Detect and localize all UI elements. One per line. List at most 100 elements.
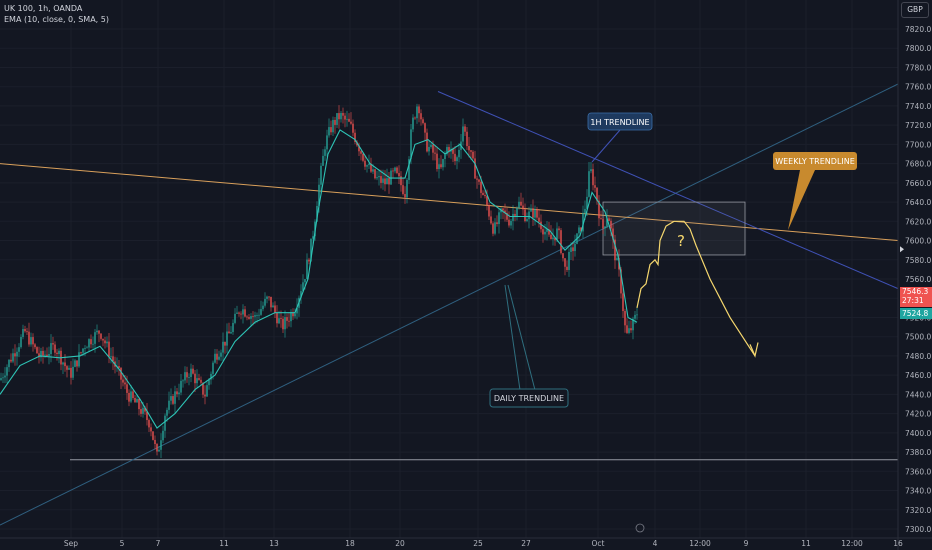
- candle-body: [34, 344, 36, 348]
- indicator-title[interactable]: EMA (10, close, 0, SMA, 5): [4, 15, 109, 24]
- candle-body: [420, 113, 422, 120]
- x-tick-label: Sep: [64, 539, 78, 548]
- candle-body: [152, 431, 154, 440]
- candle-body: [622, 293, 624, 312]
- candle-body: [38, 353, 40, 358]
- x-tick-label: 5: [120, 539, 125, 548]
- y-tick-label: 7300.0: [905, 525, 931, 534]
- candle-body: [344, 115, 346, 120]
- candle-body: [172, 396, 174, 404]
- candle-body: [218, 356, 220, 360]
- candle-body: [62, 362, 64, 365]
- y-tick-label: 7600.0: [905, 237, 931, 246]
- candle-body: [48, 354, 50, 357]
- candle-body: [364, 160, 366, 167]
- candle-body: [198, 378, 200, 380]
- candle-body: [160, 440, 162, 450]
- candle-body: [224, 341, 226, 346]
- candle-body: [306, 259, 308, 280]
- candle-body: [254, 315, 256, 317]
- candle-body: [312, 236, 314, 239]
- resistance-zone: [602, 201, 746, 256]
- candle-body: [630, 328, 632, 331]
- x-tick-label: 20: [395, 539, 405, 548]
- candle-body: [620, 269, 622, 294]
- candle-body: [316, 205, 318, 222]
- candle-body: [222, 341, 224, 353]
- callout-weekly-box: [773, 152, 857, 170]
- symbol-title[interactable]: UK 100, 1h, OANDA: [4, 4, 83, 13]
- candle-body: [84, 348, 86, 349]
- candle-body: [260, 309, 262, 315]
- x-tick-label: 12:00: [689, 539, 711, 548]
- candle-body: [590, 169, 592, 172]
- candle-body: [562, 253, 564, 259]
- y-axis[interactable]: 7300.0 7320.0 7340.0 7360.0 7380.0 7400.0 7420…: [897, 0, 931, 550]
- candle-body: [438, 164, 440, 170]
- trendline-weekly: [0, 163, 899, 242]
- candle-body: [522, 205, 524, 210]
- candle-body: [290, 312, 292, 322]
- candle-body: [428, 146, 430, 152]
- candle-body: [292, 312, 294, 317]
- candle-body: [570, 247, 572, 252]
- candle-body: [242, 309, 244, 315]
- candle-body: [14, 353, 16, 357]
- candle-body: [244, 309, 246, 317]
- y-tick-label: 7360.0: [905, 467, 931, 476]
- candle-body: [414, 117, 416, 119]
- candle-body: [10, 359, 12, 362]
- candle-body: [154, 439, 156, 445]
- projection-arrowhead: [749, 342, 759, 358]
- candle-body: [74, 360, 76, 367]
- candle-body: [534, 209, 536, 218]
- candle-body: [246, 316, 248, 318]
- x-tick-label: 13: [269, 539, 279, 548]
- x-tick-label: 12:00: [841, 539, 863, 548]
- candle-body: [146, 411, 148, 421]
- candle-body: [584, 208, 586, 213]
- x-tick-label: 16: [893, 539, 903, 548]
- callout-daily-pointer-2: [507, 284, 536, 391]
- x-axis[interactable]: Sep 5 7 11 13 18 20 25 27 Oct 4 12:00 9 11 12:00 16: [0, 523, 932, 548]
- candle-body: [508, 219, 510, 226]
- candle-body: [188, 377, 190, 378]
- candle-body: [490, 216, 492, 224]
- candle-body: [542, 229, 544, 235]
- candle-body: [52, 343, 54, 345]
- candle-body: [484, 195, 486, 197]
- candle-body: [288, 320, 290, 322]
- candle-body: [592, 169, 594, 186]
- candle-body: [476, 178, 478, 180]
- candle-body: [0, 378, 2, 380]
- candle-body: [374, 169, 376, 179]
- y-tick-label: 7380.0: [905, 448, 931, 457]
- currency-badge[interactable]: GBP: [901, 2, 929, 18]
- candle-body: [510, 220, 512, 226]
- projection-line: [636, 220, 756, 357]
- candle-body: [560, 230, 562, 254]
- candle-body: [370, 163, 372, 172]
- candle-body: [480, 181, 482, 193]
- candle-body: [448, 147, 450, 152]
- candle-body: [574, 243, 576, 252]
- candle-body: [164, 415, 166, 431]
- candle-body: [588, 171, 590, 197]
- candle-body: [614, 239, 616, 261]
- candle-body: [200, 379, 202, 383]
- candle-body: [440, 164, 442, 168]
- y-tick-label: 7620.0: [905, 217, 931, 226]
- candle-body: [406, 179, 408, 198]
- candle-body: [56, 352, 58, 354]
- candle-body: [548, 229, 550, 235]
- candle-body: [596, 187, 598, 201]
- candle-body: [256, 314, 258, 316]
- candle-body: [162, 430, 164, 441]
- bar-countdown: 27:31: [902, 296, 924, 305]
- callout-1h-pointer: [591, 129, 621, 163]
- candle-body: [282, 318, 284, 330]
- candle-body: [568, 251, 570, 270]
- candle-body: [610, 220, 612, 229]
- y-tick-label: 7700.0: [905, 140, 931, 149]
